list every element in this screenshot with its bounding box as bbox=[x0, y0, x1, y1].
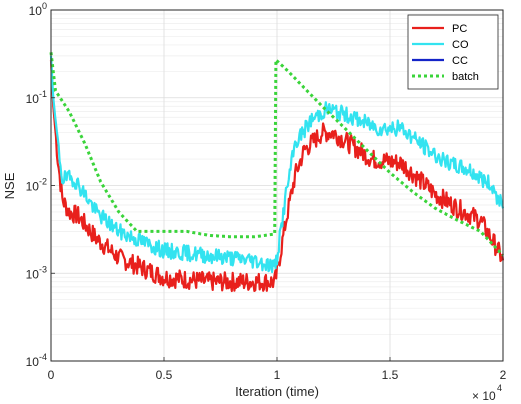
x-axis-label: Iteration (time) bbox=[235, 384, 319, 399]
y-tick-label: 10-1 bbox=[26, 89, 47, 106]
x-tick-label: 0.5 bbox=[156, 368, 173, 382]
y-tick-label: 100 bbox=[29, 1, 47, 18]
x-axis-ticks: 0 0.5 1 1.5 2 bbox=[48, 357, 507, 382]
legend-label-co: CO bbox=[452, 39, 469, 51]
series-line-pc bbox=[49, 59, 505, 293]
x-multiplier-base: × 10 bbox=[472, 389, 496, 403]
series-layer bbox=[49, 52, 505, 293]
y-axis-ticks: 10-4 10-3 10-2 10-1 100 bbox=[26, 1, 55, 369]
legend: PC CO CC batch bbox=[407, 14, 499, 90]
series-line-batch bbox=[49, 52, 505, 257]
legend-label-pc: PC bbox=[452, 23, 467, 35]
y-tick-label: 10-2 bbox=[26, 177, 47, 194]
x-multiplier-exponent: 4 bbox=[497, 383, 502, 393]
x-axis-multiplier: × 10 4 bbox=[472, 383, 502, 403]
series-line-co bbox=[49, 55, 505, 274]
y-tick-label: 10-4 bbox=[26, 352, 47, 369]
legend-label-cc: CC bbox=[452, 55, 468, 67]
x-tick-label: 2 bbox=[500, 368, 507, 382]
legend-label-batch: batch bbox=[452, 71, 479, 83]
x-tick-label: 0 bbox=[48, 368, 55, 382]
x-tick-label: 1.5 bbox=[382, 368, 399, 382]
y-axis-label: NSE bbox=[2, 172, 17, 199]
x-tick-label: 1 bbox=[274, 368, 281, 382]
y-tick-label: 10-3 bbox=[26, 264, 47, 281]
